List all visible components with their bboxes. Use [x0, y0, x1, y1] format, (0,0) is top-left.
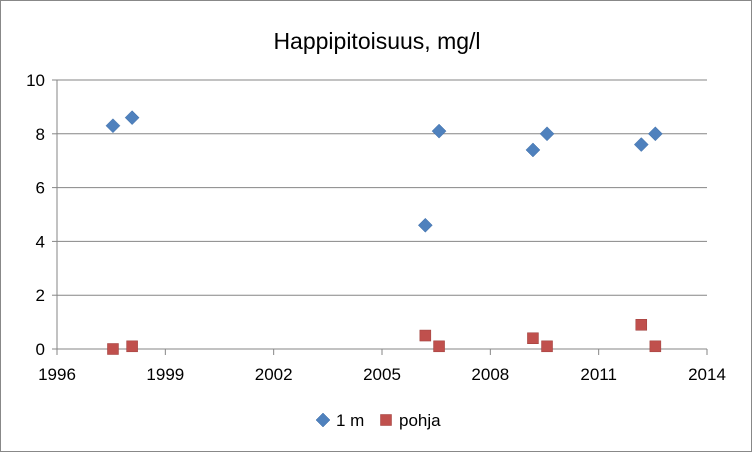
y-tick-label: 6 — [36, 179, 45, 198]
data-point-pohja — [541, 340, 553, 353]
x-tick-label: 1999 — [146, 365, 184, 384]
data-point-1-m — [124, 110, 140, 126]
x-tick-label: 2014 — [688, 365, 726, 384]
data-point-pohja — [635, 319, 648, 331]
data-point-pohja — [419, 329, 432, 342]
data-point-1-m — [525, 142, 541, 158]
data-point-pohja — [433, 340, 445, 353]
y-tick-label: 0 — [36, 340, 45, 359]
data-point-pohja — [527, 332, 539, 344]
data-point-pohja — [649, 340, 662, 353]
y-tick-label: 2 — [36, 286, 45, 305]
x-tick-label: 1996 — [38, 365, 76, 384]
legend-label: pohja — [399, 411, 441, 430]
data-point-1-m — [633, 137, 649, 152]
x-tick-label: 2008 — [471, 365, 509, 384]
data-point-pohja — [107, 343, 119, 355]
y-tick-label: 8 — [36, 125, 45, 144]
data-point-1-m — [539, 126, 555, 142]
data-point-1-m — [417, 217, 433, 233]
legend-marker — [315, 412, 331, 428]
data-point-1-m — [431, 123, 447, 139]
legend-marker — [380, 414, 392, 426]
data-point-1-m — [105, 118, 121, 134]
y-tick-label: 10 — [26, 71, 45, 90]
legend-label: 1 m — [336, 411, 364, 430]
x-tick-label: 2011 — [580, 365, 617, 384]
x-tick-label: 2002 — [255, 365, 293, 384]
data-point-pohja — [126, 340, 138, 353]
chart-title: Happipitoisuus, mg/l — [273, 28, 480, 54]
y-tick-label: 4 — [36, 232, 45, 251]
x-tick-label: 2005 — [363, 365, 401, 384]
data-point-1-m — [648, 126, 663, 142]
